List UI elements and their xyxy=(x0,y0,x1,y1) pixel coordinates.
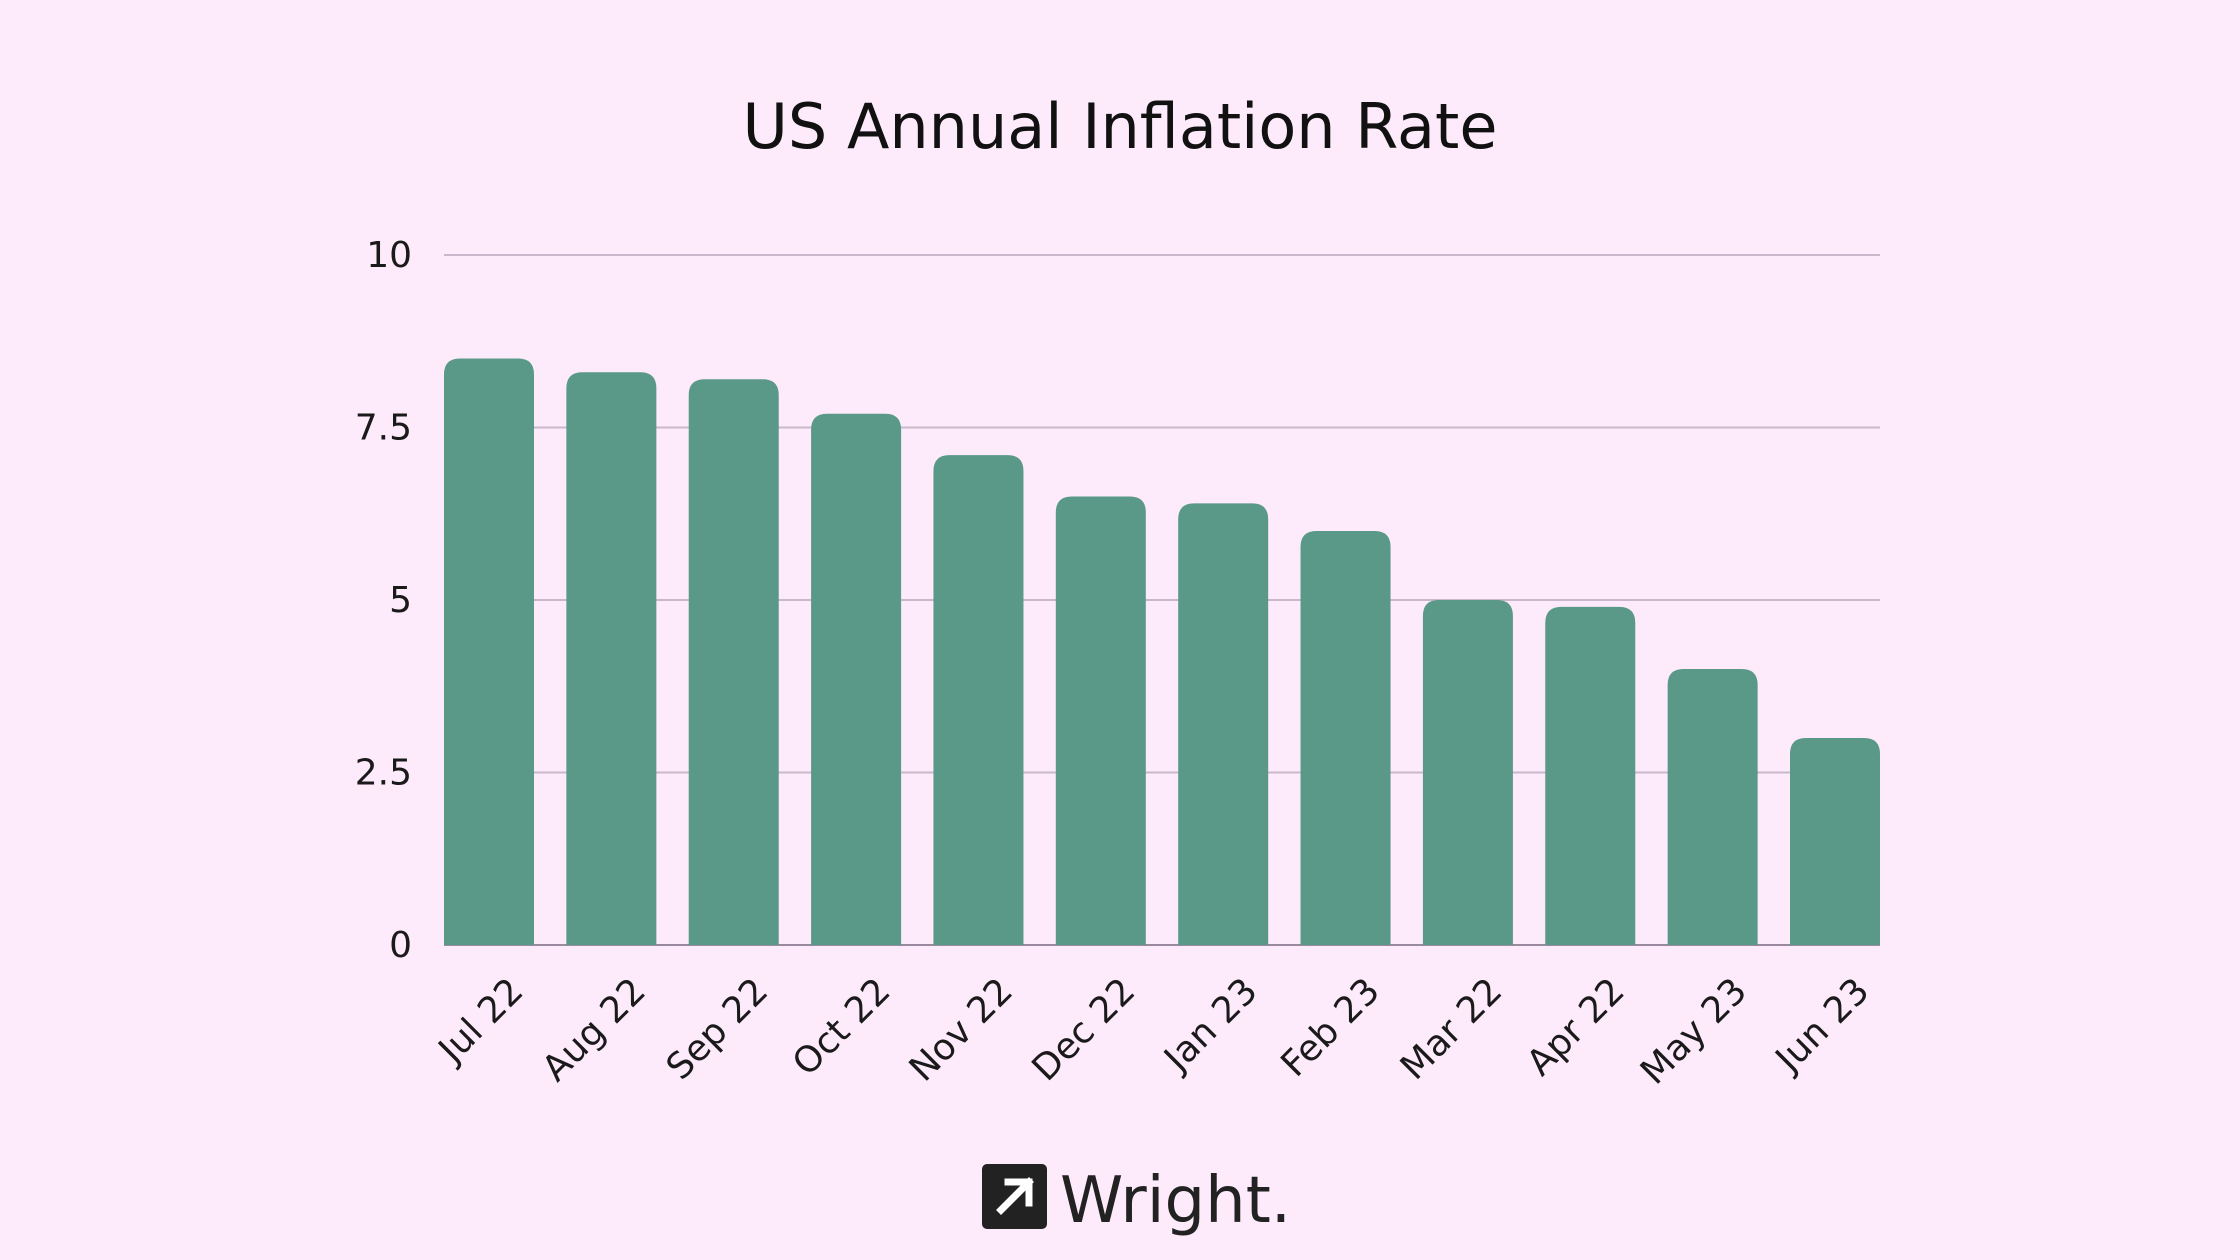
x-category-label: Apr 22 xyxy=(1519,970,1633,1084)
arrow-up-right-icon-glyph xyxy=(996,1177,1034,1215)
bar xyxy=(566,372,657,945)
x-category-label: Oct 22 xyxy=(785,970,898,1083)
bar xyxy=(1178,503,1269,945)
x-category-label: Jan 23 xyxy=(1156,970,1266,1080)
bar xyxy=(1422,600,1513,945)
bars xyxy=(444,358,1880,945)
bar xyxy=(444,358,534,945)
x-category-label: Sep 22 xyxy=(659,970,776,1087)
y-tick-label: 10 xyxy=(366,235,412,276)
x-category-label: Mar 22 xyxy=(1393,970,1511,1088)
bar xyxy=(811,413,902,945)
brand-name: Wright. xyxy=(1060,1164,1291,1238)
y-tick-label: 0 xyxy=(389,925,412,966)
bar xyxy=(1055,496,1146,945)
y-axis-ticks: 0 2.5 5 7.5 10 xyxy=(355,235,412,966)
x-category-label: Dec 22 xyxy=(1025,970,1144,1089)
x-category-label: Feb 23 xyxy=(1273,970,1388,1085)
bar xyxy=(688,379,779,945)
y-tick-label: 5 xyxy=(389,580,412,621)
chart-title: US Annual Inflation Rate xyxy=(743,90,1498,163)
x-axis-categories: Jul 22 Aug 22 Sep 22 Oct 22 Nov 22 Dec 22 Jan … xyxy=(430,970,1878,1092)
x-category-label: May 23 xyxy=(1633,970,1755,1092)
bar xyxy=(1300,531,1391,945)
bar xyxy=(1545,606,1636,945)
gridlines xyxy=(444,254,1880,946)
bar xyxy=(1667,669,1758,945)
brand-logo: Wright. xyxy=(982,1164,1291,1238)
bar xyxy=(933,455,1024,945)
x-category-label: Nov 22 xyxy=(902,970,1021,1089)
bar xyxy=(1790,738,1880,945)
y-tick-label: 2.5 xyxy=(355,753,412,794)
y-tick-label: 7.5 xyxy=(355,408,412,449)
x-category-label: Aug 22 xyxy=(535,970,654,1089)
x-category-label: Jun 23 xyxy=(1767,970,1878,1081)
x-category-label: Jul 22 xyxy=(430,970,532,1072)
